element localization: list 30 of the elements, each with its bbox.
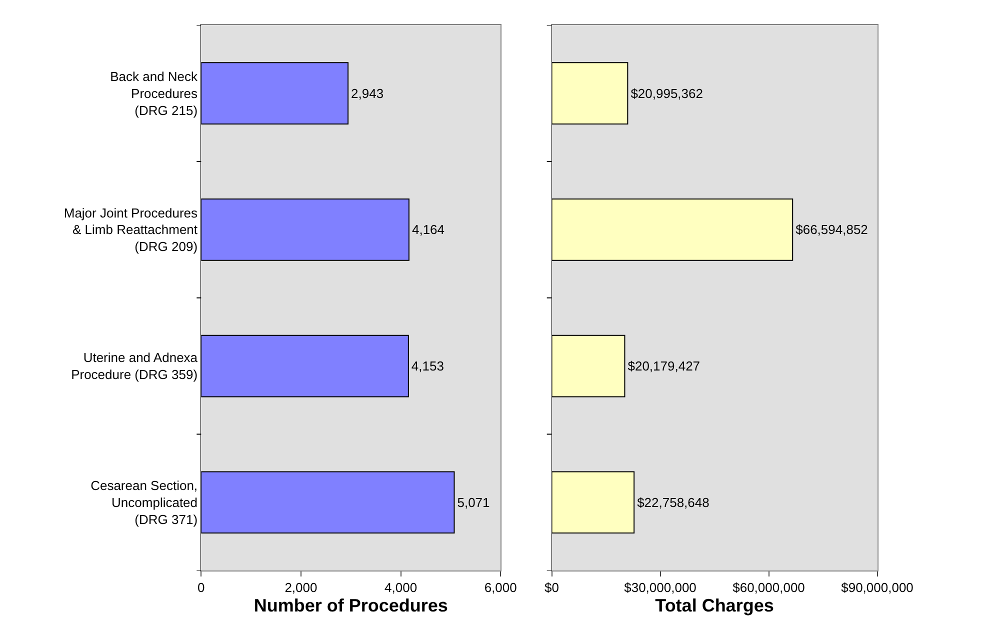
data-label: 4,153	[411, 358, 444, 374]
bar	[552, 471, 635, 534]
x-tick-label: 4,000	[384, 580, 418, 596]
data-label: $22,758,648	[637, 494, 710, 510]
data-label: $20,995,362	[630, 86, 703, 101]
x-tick-label: $30,000,000	[624, 580, 696, 596]
y-tick-label: Major Joint Procedures & Limb Reattachment (DRG 209)	[64, 205, 198, 254]
bar	[552, 334, 626, 398]
data-label: 2,943	[351, 86, 384, 101]
data-label: 4,164	[412, 222, 445, 238]
x-tick-label: 6,000	[484, 580, 517, 596]
y-tick-label: Cesarean Section, Uncomplicated (DRG 371)	[90, 478, 198, 527]
x-tick-label: 0	[198, 580, 205, 596]
y-tick-label: Back and Neck Procedures (DRG 215)	[110, 68, 198, 118]
data-label: $66,594,852	[796, 222, 868, 238]
bar	[552, 198, 794, 261]
x-tick-label: $0	[544, 580, 559, 596]
bar	[201, 471, 455, 534]
data-label: 5,071	[457, 494, 490, 510]
data-label: $20,179,427	[628, 358, 700, 374]
bar	[201, 62, 349, 124]
x-tick-label: $90,000,000	[841, 580, 914, 596]
y-tick-label: Uterine and Adnexa Procedure (DRG 359)	[71, 350, 198, 382]
bar	[201, 334, 409, 398]
x-axis-title: Total Charges	[655, 595, 774, 616]
x-axis-title: Number of Procedures	[254, 595, 448, 616]
bar	[552, 62, 628, 124]
bar	[201, 198, 410, 261]
x-tick-label: $60,000,000	[732, 580, 805, 596]
x-tick-label: 2,000	[284, 580, 318, 596]
